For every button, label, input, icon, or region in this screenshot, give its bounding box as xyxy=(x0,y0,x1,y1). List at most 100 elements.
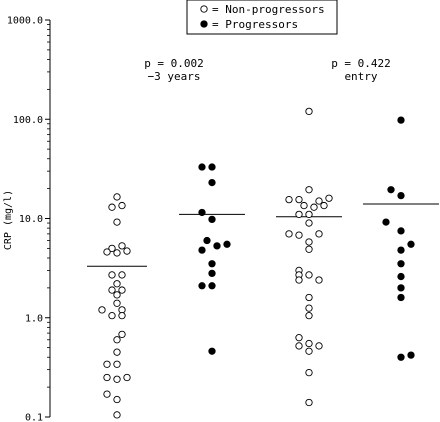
non-progressor-point xyxy=(123,373,131,382)
non-progressor-point xyxy=(305,219,313,227)
plot-series xyxy=(87,107,439,419)
p-value-minus-3-years: p = 0.002 xyxy=(144,57,204,70)
progressor-point xyxy=(208,269,216,278)
non-progressor-point xyxy=(108,311,116,320)
non-progressor-point xyxy=(305,398,313,407)
non-progressor-point xyxy=(285,230,293,238)
progressor-point xyxy=(407,240,415,248)
progressor-point xyxy=(203,236,211,245)
non-progressor-point xyxy=(118,242,126,250)
progressor-point xyxy=(382,218,390,226)
non-progressor-point xyxy=(315,342,323,350)
legend-entry-progressors: = Progressors xyxy=(212,18,298,31)
progressor-point xyxy=(397,284,405,292)
non-progressor-point xyxy=(113,360,121,368)
progressor-point xyxy=(397,260,405,268)
series-minus-3-years-non-progressors xyxy=(87,193,147,419)
non-progressor-point xyxy=(305,311,313,320)
non-progressor-point xyxy=(305,186,313,194)
non-progressor-point xyxy=(103,390,111,398)
y-tick-label: 100.0 xyxy=(13,115,43,126)
progressor-point xyxy=(397,227,405,235)
progressor-point xyxy=(397,293,405,302)
non-progressor-point xyxy=(295,334,303,342)
progressor-point xyxy=(407,351,415,359)
progressor-point xyxy=(198,282,206,290)
progressor-point xyxy=(208,282,216,290)
progressor-point xyxy=(397,353,405,361)
progressor-point xyxy=(397,116,405,124)
non-progressor-point xyxy=(113,348,121,356)
non-progressor-point xyxy=(325,194,333,202)
non-progressor-point xyxy=(310,203,318,211)
progressor-point xyxy=(208,163,216,171)
progressor-point xyxy=(208,215,216,224)
y-tick-label: 1.0 xyxy=(25,313,43,324)
y-tick-label: 10.0 xyxy=(19,214,43,225)
non-progressor-point xyxy=(113,299,121,307)
progressor-point xyxy=(387,186,395,194)
legend-open-circle-marker xyxy=(200,5,208,13)
y-axis: 0.1 1.0 10.0 100.0 1000.0 CRP (mg/l) xyxy=(3,16,51,422)
progressor-point xyxy=(198,208,206,217)
non-progressor-point xyxy=(305,304,313,312)
non-progressor-point xyxy=(118,286,126,294)
non-progressor-point xyxy=(118,330,126,339)
non-progressor-point xyxy=(118,201,126,210)
progressor-point xyxy=(208,178,216,187)
non-progressor-point xyxy=(108,271,116,279)
non-progressor-point xyxy=(98,306,106,314)
non-progressor-point xyxy=(315,197,323,205)
non-progressor-point xyxy=(113,411,121,419)
legend-filled-circle-marker xyxy=(200,20,208,28)
non-progressor-point xyxy=(305,238,313,246)
progressor-point xyxy=(198,163,206,171)
non-progressor-point xyxy=(113,193,121,201)
group-annotation-entry: p = 0.422 entry xyxy=(331,57,391,83)
non-progressor-point xyxy=(113,336,121,344)
non-progressor-point xyxy=(285,195,293,204)
non-progressor-point xyxy=(305,271,313,279)
progressor-point xyxy=(208,260,216,268)
non-progressor-point xyxy=(108,286,116,294)
legend-box xyxy=(186,0,338,35)
non-progressor-point xyxy=(113,375,121,383)
non-progressor-point xyxy=(295,210,303,219)
non-progressor-point xyxy=(118,311,126,320)
non-progressor-point xyxy=(315,276,323,284)
y-tick-label: 0.1 xyxy=(25,413,43,422)
non-progressor-point xyxy=(113,218,121,226)
series-entry-progressors xyxy=(363,116,439,361)
legend-entry-non-progressors: = Non-progressors xyxy=(212,3,325,16)
p-value-entry: p = 0.422 xyxy=(331,57,391,70)
non-progressor-point xyxy=(113,280,121,288)
progressor-point xyxy=(397,191,405,200)
progressor-point xyxy=(397,272,405,281)
non-progressor-point xyxy=(305,347,313,355)
series-minus-3-years-progressors xyxy=(179,163,245,355)
non-progressor-point xyxy=(103,248,111,256)
progressor-point xyxy=(208,347,216,355)
non-progressor-point xyxy=(113,249,121,257)
non-progressor-point xyxy=(295,231,303,239)
y-ticks: 0.1 1.0 10.0 100.0 1000.0 xyxy=(7,16,50,422)
non-progressor-point xyxy=(108,244,116,253)
progressor-point xyxy=(397,246,405,254)
y-tick-label: 1000.0 xyxy=(7,16,43,27)
non-progressor-point xyxy=(103,373,111,382)
progressor-point xyxy=(223,240,231,248)
non-progressor-point xyxy=(305,210,313,219)
non-progressor-point xyxy=(320,201,328,210)
non-progressor-point xyxy=(108,203,116,211)
non-progressor-point xyxy=(315,230,323,238)
non-progressor-point xyxy=(295,276,303,284)
non-progressor-point xyxy=(103,360,111,368)
non-progressor-point xyxy=(295,342,303,350)
non-progressor-point xyxy=(295,195,303,204)
non-progressor-point xyxy=(305,107,313,116)
group-label-minus-3-years: −3 years xyxy=(148,70,201,83)
progressor-point xyxy=(198,246,206,254)
non-progressor-point xyxy=(305,245,313,253)
non-progressor-point xyxy=(305,293,313,302)
